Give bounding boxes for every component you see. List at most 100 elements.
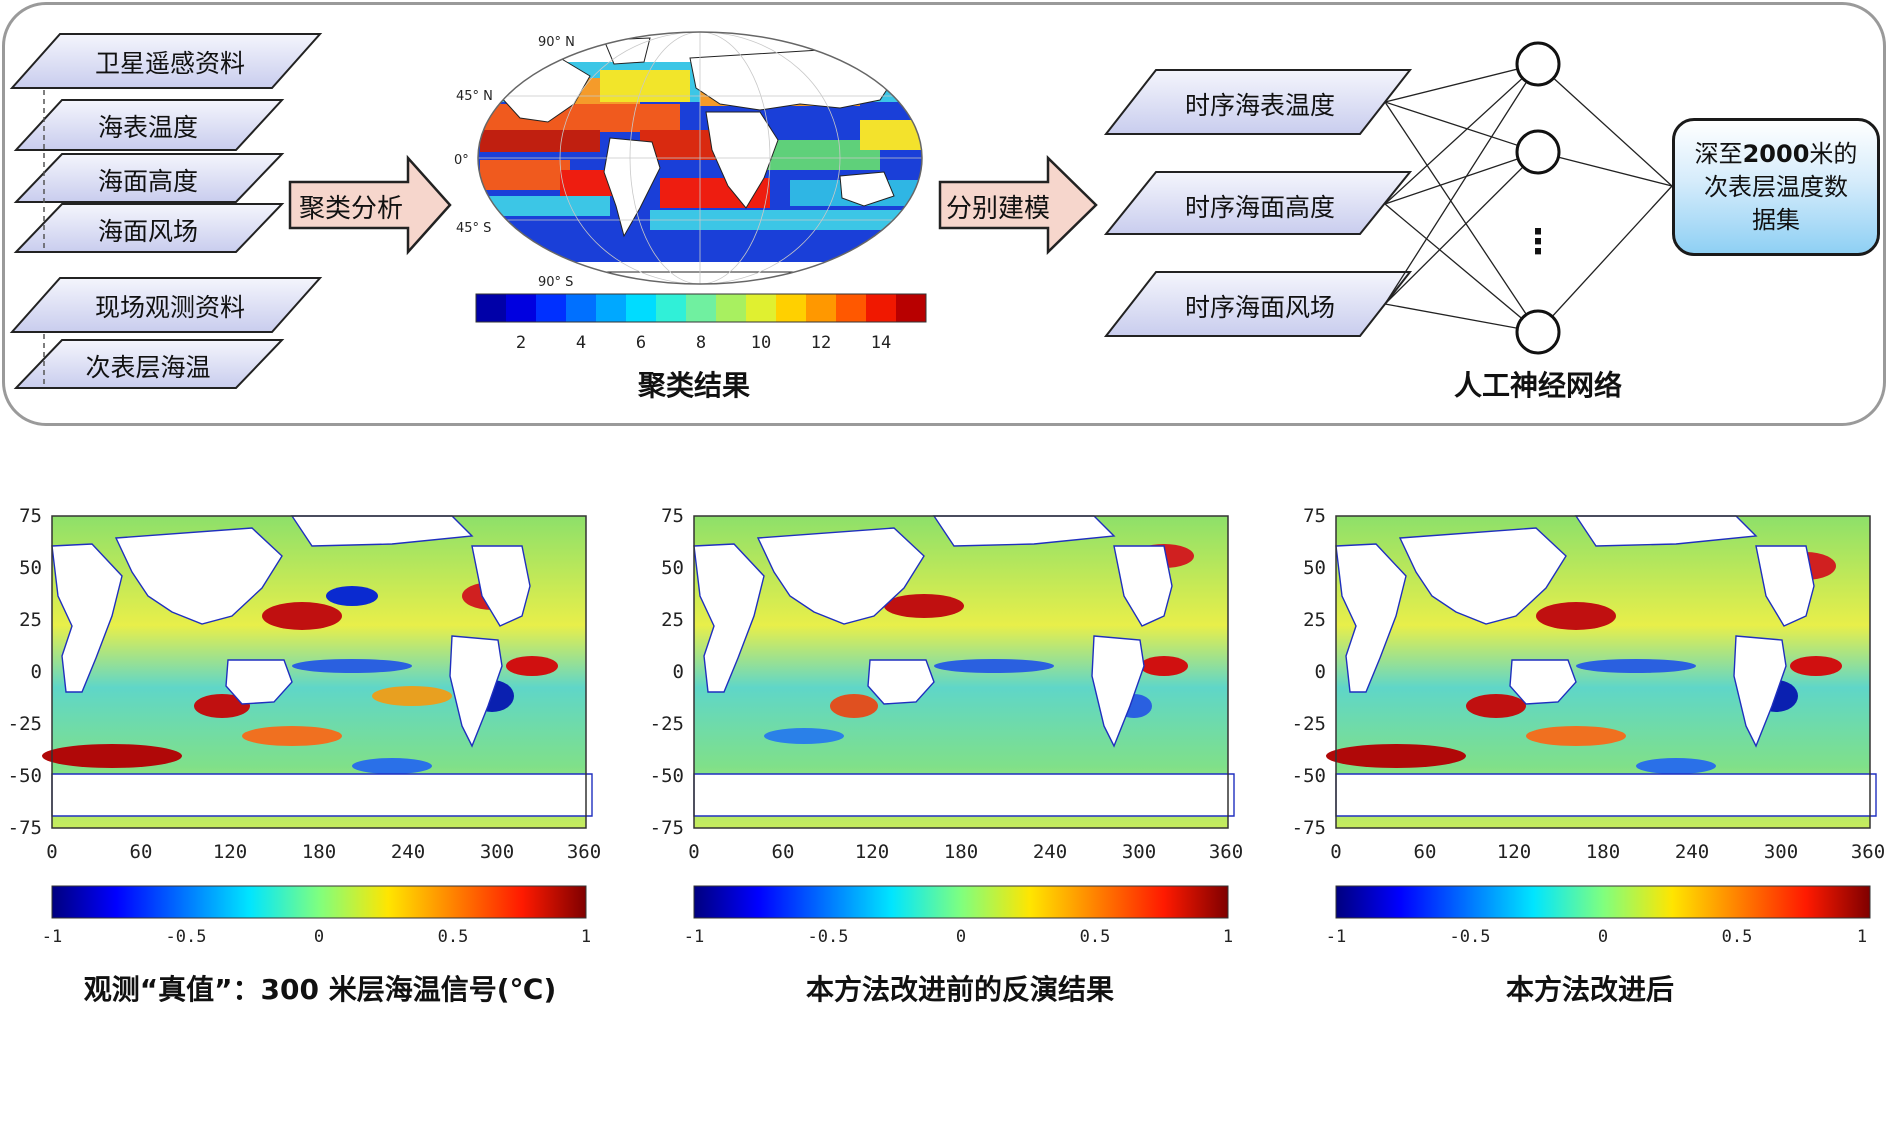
x-tick: 360 [1209,841,1243,863]
x-tick: 0 [1330,841,1341,863]
label-ssw: 海面风场 [97,217,198,246]
cluster-caption: 聚类结果 [637,369,750,402]
y-tick: 75 [19,505,42,527]
cb-ticks-map3: -1 -0.5 0 0.5 1 [1326,927,1867,947]
cluster-map [478,32,922,284]
y-ticks-map3: 75 50 25 0 -25 -50 -75 [1292,505,1326,839]
x-tick: 0 [46,841,57,863]
y-tick: -75 [1292,817,1326,839]
cluster-cb-tick: 2 [516,333,526,353]
map-caption-before: 本方法改进前的反演结果 [805,973,1114,1006]
nn-ellipsis: ⋮ [1521,222,1555,262]
cb-tick: 0 [314,927,324,947]
y-tick: 0 [673,661,684,683]
map-after [1326,515,1877,829]
y-tick: 25 [1303,609,1326,631]
arrow-model [938,155,1098,255]
output-line1-pre: 深至 [1694,139,1743,168]
cb-tick: 0.5 [1080,927,1111,947]
y-tick: -50 [650,765,684,787]
cb-tick: -1 [42,927,62,947]
cluster-cb-tick: 10 [751,333,771,353]
label-insitu: 现场观测资料 [94,293,245,322]
y-tick: 75 [1303,505,1326,527]
y-tick: -75 [650,817,684,839]
output-line1-post: 米的 [1809,139,1858,168]
lat-label: 90° S [538,275,573,290]
cb-tick: 1 [1857,927,1867,947]
cb-tick: 1 [581,927,591,947]
cb-tick: 1 [1223,927,1233,947]
cluster-cb-tick: 12 [811,333,831,353]
x-tick: 300 [480,841,514,863]
cb-ticks-map2: -1 -0.5 0 0.5 1 [684,927,1233,947]
y-tick: 0 [1315,661,1326,683]
x-tick: 180 [1586,841,1620,863]
arrow-label-cluster: 聚类分析 [298,194,403,224]
x-tick: 300 [1764,841,1798,863]
input-parallelograms [9,33,323,389]
map-caption-observed: 观测“真值”：300 米层海温信号(℃) [83,973,557,1006]
y-tick: 50 [661,557,684,579]
map-observed [42,515,593,829]
cb-tick: 0.5 [438,927,469,947]
arrow-cluster [288,154,452,256]
y-tick: 25 [661,609,684,631]
label-ts-sst: 时序海表温度 [1184,91,1335,120]
y-tick: -25 [8,713,42,735]
colorbar-map3 [1335,885,1871,919]
cluster-lat-labels: 90° N 45° N 0° 45° S 90° S [454,35,575,290]
cb-tick: -0.5 [166,927,207,947]
y-tick: 50 [19,557,42,579]
x-tick: 120 [855,841,889,863]
lat-label: 0° [454,153,469,168]
para-ts-ssh [1103,171,1413,235]
nn-node-2 [1515,129,1561,175]
para-insitu [9,277,323,333]
x-tick: 180 [944,841,978,863]
x-tick: 360 [567,841,601,863]
nn-node-1 [1515,41,1561,87]
label-subsurface: 次表层海温 [85,353,211,382]
cb-tick: 0 [1598,927,1608,947]
y-tick: 75 [661,505,684,527]
nn-node-3 [1515,309,1561,355]
workflow-shapes: 2 4 6 8 10 12 14 90° N 45° N 0° 45° S 90… [9,31,1673,389]
label-ts-ssh: 时序海面高度 [1184,193,1335,222]
cb-ticks-map1: -1 -0.5 0 0.5 1 [42,927,591,947]
cb-tick: 0 [956,927,966,947]
land-australia [839,171,895,207]
cluster-cb-tick: 8 [696,333,706,353]
x-tick: 240 [1675,841,1709,863]
output-line2: 次表层温度数 [1703,172,1848,201]
label-satellite: 卫星遥感资料 [94,49,245,78]
cluster-cb-tick: 6 [636,333,646,353]
colorbar-map2 [693,885,1229,919]
cluster-colorbar-ticks: 2 4 6 8 10 12 14 [516,333,891,353]
para-ts-ssw [1103,271,1413,337]
land-eurasia [689,49,901,111]
y-tick: 50 [1303,557,1326,579]
output-line1-bold: 2000 [1742,139,1810,168]
label-sst: 海表温度 [97,113,198,142]
y-tick: 0 [31,661,42,683]
para-sst [13,99,285,151]
map-caption-after: 本方法改进后 [1505,973,1674,1006]
x-tick: 360 [1851,841,1885,863]
para-ts-sst [1103,69,1413,135]
x-tick: 60 [1414,841,1437,863]
x-tick: 240 [391,841,425,863]
lat-label: 90° N [538,35,575,50]
y-tick: -25 [650,713,684,735]
lat-label: 45° N [456,89,493,104]
y-tick: -50 [1292,765,1326,787]
cb-tick: 0.5 [1722,927,1753,947]
lat-label: 45° S [456,221,491,236]
nn-connections [1384,63,1673,333]
x-ticks-map1: 0 60 120 180 240 300 360 [46,841,601,863]
anomaly-maps: 75 50 25 0 -25 -50 -75 75 50 25 0 -25 -5… [8,505,1885,947]
cluster-colorbar [475,293,927,323]
x-tick: 0 [688,841,699,863]
para-ssh [13,153,285,203]
x-tick: 120 [1497,841,1531,863]
